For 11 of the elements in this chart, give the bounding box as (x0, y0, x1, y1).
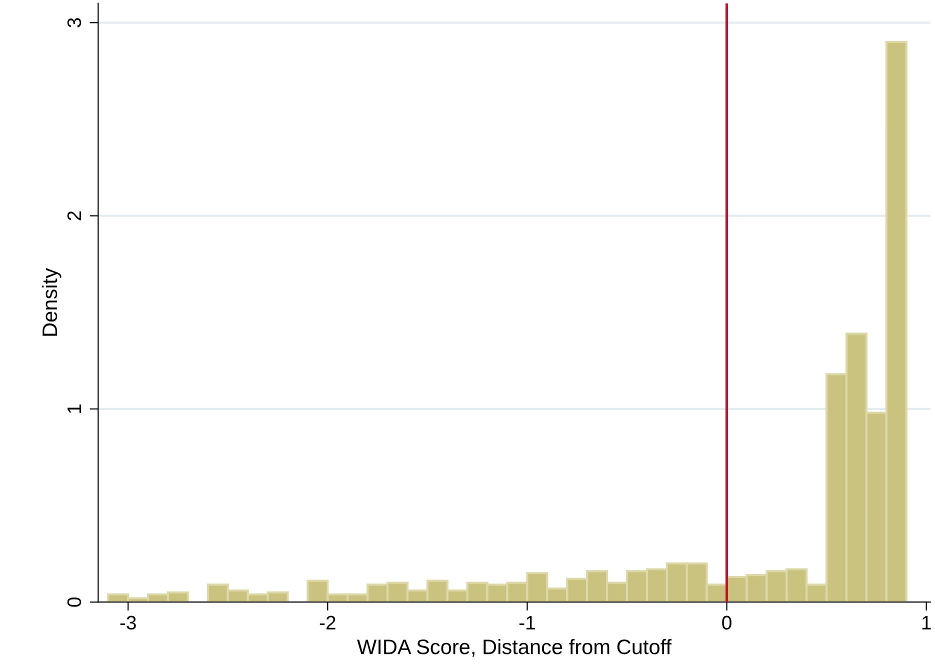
x-tick-label: 0 (722, 616, 732, 630)
x-axis-title: WIDA Score, Distance from Cutoff (357, 638, 672, 657)
y-tick-label: 0 (67, 597, 82, 607)
x-tick-label: -2 (320, 616, 336, 630)
y-tick-label: 1 (68, 404, 81, 413)
y-tick-label: 3 (67, 18, 82, 28)
x-tick-label: -3 (120, 616, 136, 630)
y-axis-title: Density (42, 268, 62, 336)
y-tick-label: 2 (67, 211, 81, 220)
x-tick-label: 1 (922, 616, 931, 630)
x-tick-label: -1 (519, 616, 535, 630)
